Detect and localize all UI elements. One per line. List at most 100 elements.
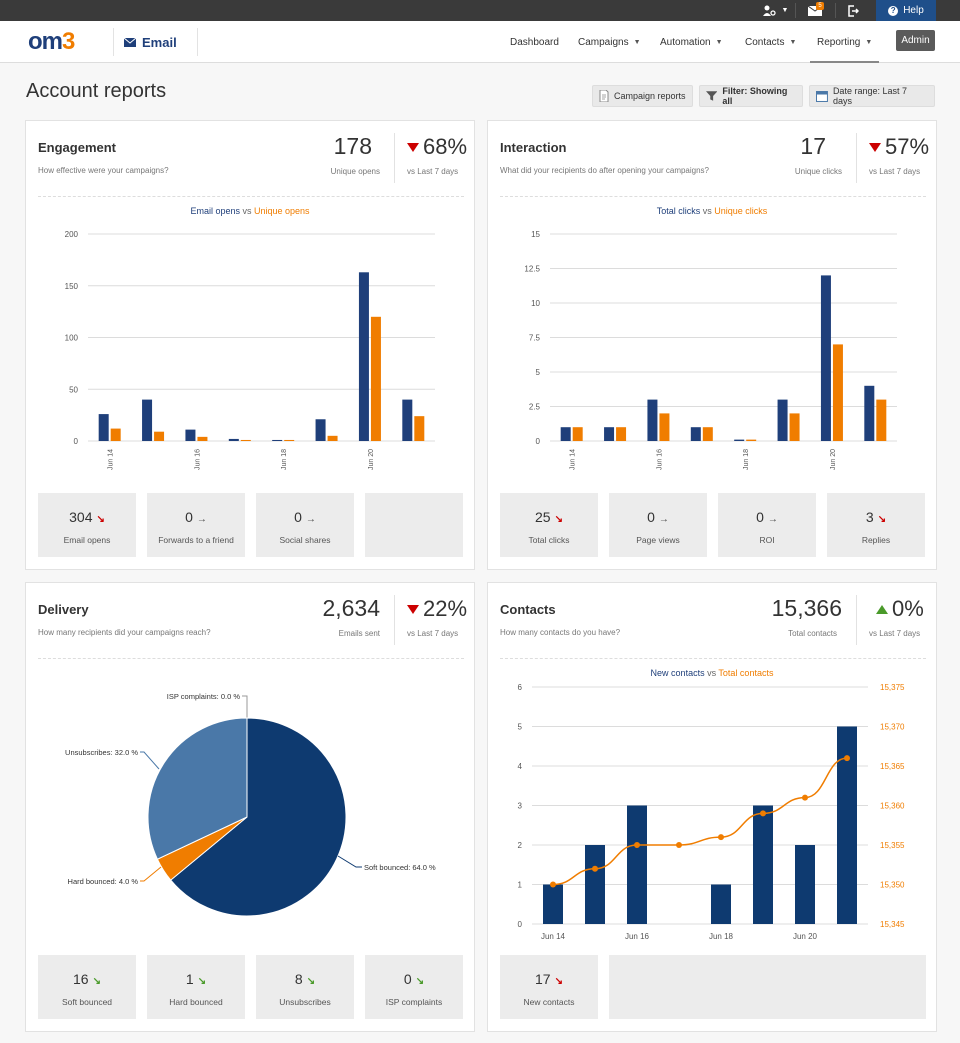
y2-tick-label: 15,350 xyxy=(880,881,905,890)
nav-reporting-label: Reporting xyxy=(817,37,861,48)
nav-contacts[interactable]: Contacts ▼ xyxy=(745,37,796,48)
divider xyxy=(500,658,926,659)
stat-value: 0 xyxy=(756,509,764,525)
stat-forwards[interactable]: 0 → Forwards to a friend xyxy=(147,493,245,557)
bar xyxy=(616,427,627,441)
nav-automation[interactable]: Automation ▼ xyxy=(660,37,723,48)
line-point xyxy=(550,881,556,888)
bar xyxy=(228,438,239,441)
bar xyxy=(284,439,295,441)
trend-down-arrow-icon: ↘ xyxy=(415,976,425,987)
unique-opens-label: Unique opens xyxy=(330,167,380,176)
card-subtitle: How effective were your campaigns? xyxy=(38,166,169,175)
chart-legend: Total clicks vs Unique clicks xyxy=(488,206,936,216)
nav-campaigns[interactable]: Campaigns ▼ xyxy=(578,37,641,48)
filter-button[interactable]: Filter: Showing all xyxy=(699,85,803,107)
y-tick-label: 1 xyxy=(518,881,523,890)
unique-opens-value: 178 xyxy=(333,133,372,159)
x-tick-label: Jun 18 xyxy=(281,449,288,470)
stat-label: Social shares xyxy=(279,535,331,545)
stat-isp-complaints[interactable]: 0 ↘ ISP complaints xyxy=(365,955,463,1019)
stat-unsubscribes[interactable]: 8 ↘ Unsubscribes xyxy=(256,955,354,1019)
x-tick-label: Jun 16 xyxy=(194,449,201,470)
card-subtitle: How many contacts do you have? xyxy=(500,628,621,637)
y2-tick-label: 15,365 xyxy=(880,762,905,771)
card-title: Contacts xyxy=(500,602,556,617)
nav-reporting[interactable]: Reporting ▼ xyxy=(817,37,872,48)
change-value: 0% xyxy=(892,596,924,621)
stat-total-clicks[interactable]: 25 ↘ Total clicks xyxy=(500,493,598,557)
y-tick-label: 2.5 xyxy=(529,403,541,412)
main-navbar: om3 Email Dashboard Campaigns ▼ Automatio… xyxy=(0,21,960,63)
stat-value: 0 xyxy=(185,509,193,525)
bar xyxy=(315,419,326,441)
chevron-down-icon: ▼ xyxy=(633,39,641,46)
x-tick-label: Jun 14 xyxy=(570,449,577,470)
nav-campaigns-label: Campaigns xyxy=(578,37,629,48)
stat-label: Unsubscribes xyxy=(279,997,331,1007)
y2-tick-label: 15,370 xyxy=(880,723,905,732)
emails-sent-label: Emails sent xyxy=(338,629,380,638)
trend-down-arrow-icon: ↘ xyxy=(96,514,105,525)
trend-down-icon xyxy=(407,142,419,152)
product-switcher[interactable]: Email xyxy=(124,35,177,50)
bar xyxy=(543,884,563,924)
pie-leader-line xyxy=(242,695,248,718)
om3-logo[interactable]: om3 xyxy=(28,28,75,55)
line-point xyxy=(718,834,724,841)
stat-roi[interactable]: 0 → ROI xyxy=(718,493,816,557)
nav-dashboard[interactable]: Dashboard xyxy=(510,37,559,48)
interaction-card: Interaction What did your recipients do … xyxy=(487,120,937,570)
divider xyxy=(394,133,395,183)
x-tick-label: Jun 20 xyxy=(793,932,818,941)
stat-soft-bounced[interactable]: 16 ↘ Soft bounced xyxy=(38,955,136,1019)
bar xyxy=(197,436,208,441)
help-button[interactable]: ? Help xyxy=(876,0,936,21)
stat-label: Hard bounced xyxy=(169,997,223,1007)
admin-button[interactable]: Admin xyxy=(896,30,935,51)
product-label: Email xyxy=(142,35,177,50)
trend-down-arrow-icon: ↘ xyxy=(306,976,316,987)
stat-hard-bounced[interactable]: 1 ↘ Hard bounced xyxy=(147,955,245,1019)
calendar-icon xyxy=(816,91,828,102)
change-label: vs Last 7 days xyxy=(869,167,921,176)
divider xyxy=(197,28,198,56)
trend-down-arrow-icon: ↘ xyxy=(554,514,563,525)
y-tick-label: 2 xyxy=(518,841,523,850)
stat-label: New contacts xyxy=(523,997,575,1007)
y2-tick-label: 15,360 xyxy=(880,802,905,811)
stat-new-contacts[interactable]: 17 ↘ New contacts xyxy=(500,955,598,1019)
logout-button[interactable] xyxy=(840,0,866,21)
stat-label: ISP complaints xyxy=(385,997,443,1007)
stat-value: 0 xyxy=(647,509,655,525)
engagement-card: Engagement How effective were your campa… xyxy=(25,120,475,570)
bar xyxy=(753,805,773,924)
change-label: vs Last 7 days xyxy=(869,629,921,638)
stat-value: 1 xyxy=(185,971,194,987)
campaign-reports-label: Campaign reports xyxy=(614,91,686,101)
notification-badge: 5 xyxy=(816,2,824,10)
stat-social-shares[interactable]: 0 → Social shares xyxy=(256,493,354,557)
legend-series-a: New contacts xyxy=(650,668,705,678)
bar xyxy=(837,726,857,924)
bar xyxy=(702,427,713,441)
y-tick-label: 0 xyxy=(536,437,541,446)
card-subtitle: How many recipients did your campaigns r… xyxy=(38,628,211,637)
campaign-reports-button[interactable]: Campaign reports xyxy=(592,85,693,107)
stat-page-views[interactable]: 0 → Page views xyxy=(609,493,707,557)
trend-flat-arrow-icon: → xyxy=(305,514,316,525)
divider xyxy=(113,28,114,56)
stat-replies[interactable]: 3 ↘ Replies xyxy=(827,493,925,557)
messages-button[interactable]: 5 xyxy=(800,0,830,21)
nav-dashboard-label: Dashboard xyxy=(510,37,559,48)
divider xyxy=(856,595,857,645)
pie-label: ISP complaints: 0.0 % xyxy=(167,692,241,701)
unique-clicks-label: Unique clicks xyxy=(794,167,842,176)
bar xyxy=(142,399,153,441)
card-subtitle: What did your recipients do after openin… xyxy=(500,166,710,175)
stat-email-opens[interactable]: 304 ↘ Email opens xyxy=(38,493,136,557)
trend-down-arrow-icon: ↘ xyxy=(554,976,563,987)
emails-sent-value: 2,634 xyxy=(322,595,380,621)
user-menu[interactable]: ▼ xyxy=(758,0,792,21)
date-range-button[interactable]: Date range: Last 7 days xyxy=(809,85,935,107)
